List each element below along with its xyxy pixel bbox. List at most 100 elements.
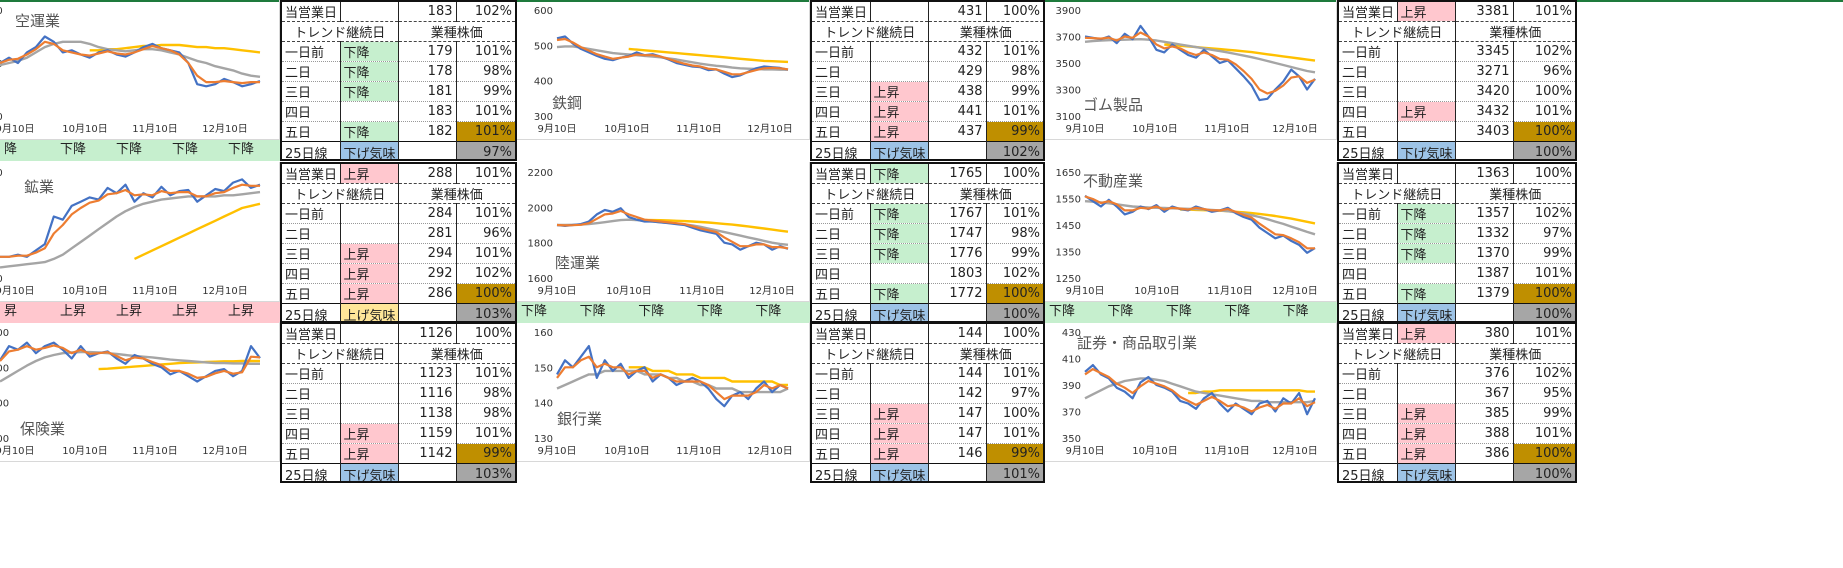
- price-value: 284: [398, 203, 457, 225]
- y-tick-label: 1450: [1056, 221, 1081, 232]
- ma25-status: 下げ気味: [1397, 463, 1456, 481]
- ma25-blank: [928, 303, 987, 321]
- price-pct: 102%: [1513, 203, 1575, 225]
- current-pct: 101%: [456, 164, 515, 185]
- trend-mark: [340, 203, 399, 225]
- trend-mark: 下降: [1397, 203, 1456, 225]
- price-value: 146: [928, 443, 987, 465]
- trend-mark: 上昇: [870, 443, 929, 465]
- trend-mark: [1397, 81, 1456, 103]
- day-label: 三日: [1339, 243, 1398, 265]
- price-pct: 96%: [1513, 61, 1575, 83]
- x-tick-label: 12月10日: [202, 445, 247, 457]
- x-tick-label: 12月10日: [202, 285, 247, 297]
- day-label: 四日: [1339, 101, 1398, 123]
- trend-strip: 昇 上昇 上昇 上昇 上昇: [0, 302, 280, 323]
- day-label: 三日: [1339, 81, 1398, 103]
- day-label: 四日: [812, 423, 871, 445]
- day-label: 四日: [1339, 263, 1398, 285]
- day-label: 三日: [282, 403, 341, 425]
- trend-mark: 下降: [340, 41, 399, 63]
- trend-days-header: トレンド継続日: [812, 183, 929, 205]
- price-value: 441: [928, 101, 987, 123]
- ma25-pct: 97%: [456, 141, 515, 159]
- sector-table: 当営業日 上昇 380 101% トレンド継続日 業種株価 一日前 376 102% 二日 367 9…: [1337, 322, 1577, 483]
- current-day-label: 当営業日: [1339, 164, 1398, 185]
- price-value: 3420: [1455, 81, 1514, 103]
- series-line: [556, 45, 788, 71]
- x-tick-label: 11月10日: [132, 285, 177, 297]
- price-value: 367: [1455, 383, 1514, 405]
- price-pct: 101%: [456, 101, 515, 123]
- day-label: 五日: [812, 121, 871, 143]
- trend-label: 下降: [1049, 304, 1076, 319]
- y-tick-label: 1550: [1056, 195, 1081, 206]
- trend-days-header: トレンド継続日: [1339, 343, 1456, 365]
- price-header: 業種株価: [398, 183, 515, 205]
- price-pct: 101%: [986, 363, 1043, 385]
- price-pct: 100%: [1513, 283, 1575, 305]
- price-value: 376: [1455, 363, 1514, 385]
- x-tick-label: 12月10日: [202, 123, 247, 135]
- price-value: 281: [398, 223, 457, 245]
- trend-label: 昇: [4, 304, 18, 319]
- price-value: 147: [928, 403, 987, 425]
- series-line: [0, 344, 261, 379]
- trend-mark: [870, 263, 929, 285]
- trend-mark: [340, 223, 399, 245]
- trend-label: 上昇: [60, 304, 87, 319]
- line-chart: 5000509月10日10月10日11月10日12月10日空運業: [0, 6, 261, 135]
- price-value: 1116: [398, 383, 457, 405]
- day-label: 二日: [1339, 61, 1398, 83]
- trend-mark: 上昇: [870, 403, 929, 425]
- ma25-label: 25日線: [282, 141, 341, 159]
- price-value: 1747: [928, 223, 987, 245]
- series-line: [133, 202, 261, 260]
- chart-title: 不動産業: [1083, 172, 1143, 190]
- x-tick-label: 11月10日: [132, 123, 177, 135]
- sector-table: 当営業日 144 100% トレンド継続日 業種株価 一日前 144 101% 二日 142 97%…: [810, 322, 1045, 483]
- x-tick-label: 11月10日: [1207, 285, 1252, 297]
- ma25-pct: 100%: [986, 303, 1043, 321]
- y-tick-label: 1800: [528, 239, 553, 250]
- y-tick-label: 50: [0, 112, 3, 123]
- trend-mark: 下降: [870, 223, 929, 245]
- price-value: 385: [1455, 403, 1514, 425]
- price-pct: 100%: [1513, 121, 1575, 143]
- trend-label: 下降: [1282, 304, 1309, 319]
- trend-mark: 上昇: [1397, 101, 1456, 123]
- trend-mark: [1397, 121, 1456, 143]
- ma25-pct: 101%: [986, 463, 1043, 481]
- y-tick-label: 000: [0, 399, 9, 410]
- price-value: 1767: [928, 203, 987, 225]
- x-tick-label: 11月10日: [132, 445, 177, 457]
- price-value: 147: [928, 423, 987, 445]
- chart-title: 銀行業: [557, 410, 602, 428]
- ma25-status: 下げ気味: [870, 463, 929, 481]
- day-label: 五日: [282, 443, 341, 465]
- day-label: 二日: [1339, 383, 1398, 405]
- ma25-blank: [928, 141, 987, 159]
- trend-label: 上昇: [172, 304, 199, 319]
- sector-table: 当営業日 下降 1765 100% トレンド継続日 業種株価 一日前 下降 1767 101% 二日…: [810, 162, 1045, 323]
- price-value: 1776: [928, 243, 987, 265]
- chart-title: 陸運業: [555, 254, 600, 272]
- day-label: 四日: [1339, 423, 1398, 445]
- x-tick-label: 10月10日: [62, 123, 107, 135]
- price-pct: 100%: [456, 283, 515, 305]
- price-value: 3403: [1455, 121, 1514, 143]
- current-day-label: 当営業日: [282, 324, 341, 345]
- day-label: 一日前: [1339, 41, 1398, 63]
- price-value: 1357: [1455, 203, 1514, 225]
- series-line: [0, 40, 260, 85]
- day-label: 五日: [812, 443, 871, 465]
- price-pct: 101%: [456, 41, 515, 63]
- ma25-pct: 103%: [456, 463, 515, 481]
- x-tick-label: 12月10日: [1272, 285, 1317, 297]
- day-label: 一日前: [812, 203, 871, 225]
- trend-mark: 下降: [340, 81, 399, 103]
- x-tick-label: 9月10日: [537, 445, 576, 457]
- y-tick-label: 3700: [1056, 33, 1081, 44]
